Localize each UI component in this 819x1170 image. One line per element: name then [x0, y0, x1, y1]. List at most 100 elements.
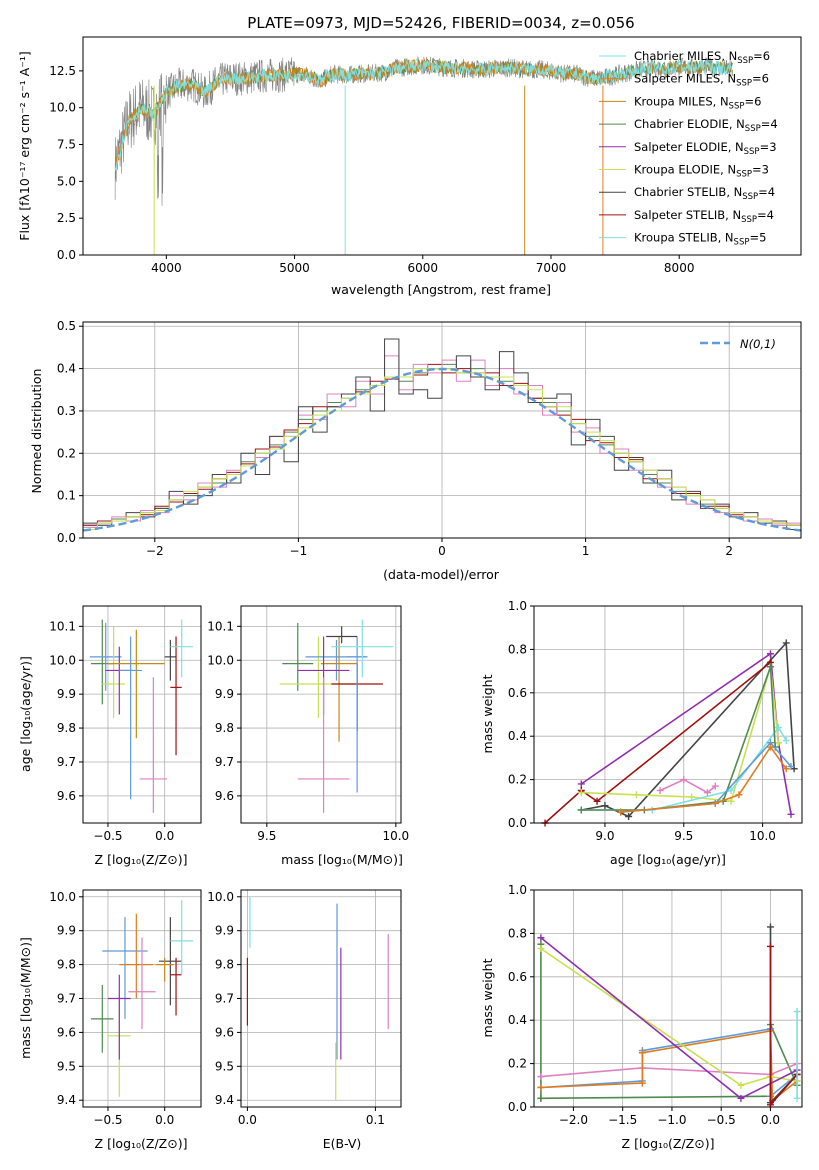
mwz-xtick-label: −1.5 [608, 1113, 637, 1127]
mwz-series-marker [537, 1073, 545, 1081]
ebv-xtick-label: 0.0 [238, 1113, 257, 1127]
mass-ylabel: mass [log₁₀(M/M⊙)] [18, 937, 33, 1059]
ebv-ytick-label: 9.6 [215, 1025, 234, 1039]
massz-xtick-label: −0.5 [93, 1113, 122, 1127]
mwz-ytick-label: 0.4 [508, 1013, 527, 1027]
massz-ytick-label: 9.5 [57, 1059, 76, 1073]
mass-z-xlabel: Z [log₁₀(Z/Z⊙)] [95, 1136, 188, 1151]
age-z-xlabel: Z [log₁₀(Z/Z⊙)] [95, 852, 188, 867]
legend-gaussian-label: N(0,1) [740, 337, 776, 351]
ebv-ytick-label: 9.7 [215, 992, 234, 1006]
massz-frame [82, 889, 202, 1108]
agez-xtick-label: −0.5 [93, 829, 122, 843]
mwz-series-marker [537, 945, 545, 953]
spectrum-title: PLATE=0973, MJD=52426, FIBERID=0034, z=0… [247, 14, 634, 32]
massz-ytick-label: 9.9 [57, 924, 76, 938]
ebv-frame [240, 889, 402, 1108]
mwage-series-marker [577, 780, 585, 788]
agez-ytick-label: 10.0 [49, 653, 76, 667]
legend-label: Chabrier MILES, NSSP=6 [634, 49, 770, 66]
mwage-series-marker [601, 802, 609, 810]
mwage-series-marker [656, 786, 664, 794]
spectrum-xtick-label: 4000 [151, 261, 182, 275]
mwz-series-line [540, 944, 798, 1100]
mwz-ytick-label: 0.2 [508, 1057, 527, 1071]
hist-ytick-label: 0.5 [57, 319, 76, 333]
agemass-frame [240, 605, 402, 824]
hist-xtick-label: −2 [146, 544, 164, 558]
hist-ytick-label: 0.3 [57, 404, 76, 418]
mwz-xtick-label: 0.0 [761, 1113, 780, 1127]
agemass-ytick-label: 10.0 [207, 653, 234, 667]
mwz-frame [533, 889, 803, 1108]
spectrum-ytick-label: 10.0 [49, 101, 76, 115]
agemass-ytick-label: 9.7 [215, 755, 234, 769]
mwz-series-line [540, 1027, 798, 1098]
mwz-series-marker [793, 1008, 801, 1016]
spectrum-ytick-label: 2.5 [57, 211, 76, 225]
histogram-xlabel: (data-model)/error [383, 567, 500, 582]
agemass-ytick-label: 9.6 [215, 789, 234, 803]
mwage-series-marker [766, 663, 774, 671]
mwage-series-marker [782, 765, 790, 773]
mwz-series-marker [537, 1094, 545, 1102]
spectrum-frame [82, 36, 802, 256]
spectrum-ytick-label: 0.0 [57, 248, 76, 262]
ebv-xlabel: E(B-V) [323, 1136, 362, 1151]
hist-xtick-label: 0 [438, 544, 446, 558]
massz-ytick-label: 9.8 [57, 958, 76, 972]
hist-xtick-label: 2 [725, 544, 733, 558]
mwage-series-marker [774, 739, 782, 747]
hist-ytick-label: 0.0 [57, 531, 76, 545]
mwz-ytick-label: 0.6 [508, 970, 527, 984]
mwage-series-marker [577, 789, 585, 797]
mwage-series-marker [711, 799, 719, 807]
mwz-series-marker [766, 923, 774, 931]
mwage-xtick-label: 10.0 [749, 829, 776, 843]
legend-label: Kroupa ELODIE, NSSP=3 [634, 163, 769, 180]
mwage-series-line [620, 741, 792, 813]
mwage-series-marker [577, 806, 585, 814]
mwage-xtick-label: 9.0 [595, 829, 614, 843]
agez-xtick-label: 0.0 [155, 829, 174, 843]
agez-ytick-label: 9.6 [57, 789, 76, 803]
ebv-ytick-label: 10.0 [207, 890, 234, 904]
mwage-frame [533, 605, 803, 824]
mwz-series-marker [537, 1083, 545, 1091]
mwage-series-marker [632, 791, 640, 799]
mwage-series-marker [782, 639, 790, 647]
residual-histogram-panel: −2 −1 0 1 2 0.0 0.1 0.2 0.3 0.4 0.5 N(0,1) [57, 319, 802, 558]
legend-label: Salpeter ELODIE, NSSP=3 [634, 140, 777, 157]
mwz-xtick-label: −1.0 [657, 1113, 686, 1127]
mwz-xtick-label: −0.5 [707, 1113, 736, 1127]
mwage-ytick-label: 0.2 [508, 773, 527, 787]
spectrum-ytick-label: 12.5 [49, 64, 76, 78]
hist-ytick-label: 0.4 [57, 362, 76, 376]
massz-xtick-label: 0.0 [155, 1113, 174, 1127]
age-vs-mass-panel: 9.5 10.0 9.6 9.7 9.8 9.9 10.0 10.1 [207, 605, 409, 843]
spectrum-ytick-label: 7.5 [57, 138, 76, 152]
mwz-ytick-label: 0.0 [508, 1100, 527, 1114]
mwz-ytick-label: 1.0 [508, 883, 527, 897]
agemass-xtick-label: 10.0 [382, 829, 409, 843]
mwage-series-line [659, 778, 716, 794]
age-ylabel: age [log₁₀(age/yr)] [18, 656, 33, 772]
ebv-ytick-label: 9.9 [215, 924, 234, 938]
mwage-ytick-label: 0.8 [508, 642, 527, 656]
spectrum-panel: 4000 5000 6000 7000 8000 0.0 2.5 5.0 7.5 10.0 12.5… [49, 36, 802, 275]
mwz-xtick-label: −2.0 [559, 1113, 588, 1127]
age-vs-z-panel: −0.5 0.0 9.6 9.7 9.8 9.9 10.0 10.1 [49, 605, 202, 843]
mw-age-xlabel: age [log₁₀(age/yr)] [610, 852, 726, 867]
spectrum-xtick-label: 7000 [536, 261, 567, 275]
mwz-series-marker [766, 942, 774, 950]
legend-label: Chabrier ELODIE, NSSP=4 [634, 117, 778, 134]
agez-ytick-label: 9.7 [57, 755, 76, 769]
mwage-ytick-label: 0.4 [508, 729, 527, 743]
mwage-series-marker [727, 797, 735, 805]
massz-ytick-label: 10.0 [49, 890, 76, 904]
ebv-ytick-label: 9.8 [215, 958, 234, 972]
mwage-xtick-label: 9.5 [674, 829, 693, 843]
mwage-ytick-label: 1.0 [508, 599, 527, 613]
model-spectrum-line [114, 58, 605, 166]
